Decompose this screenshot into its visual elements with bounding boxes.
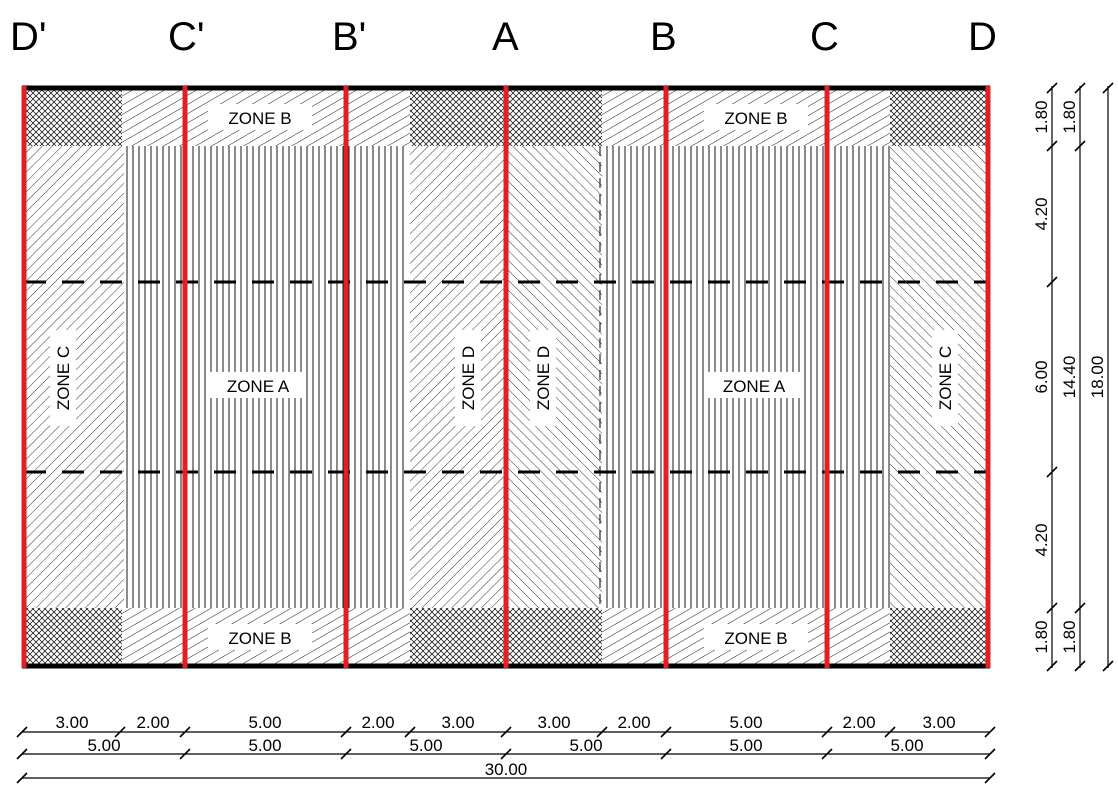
axis-label-a: A (492, 15, 519, 59)
dim-bottom-r1-7: 2.00 (617, 713, 650, 732)
dimension-tick (984, 772, 996, 784)
dimension-tick (1046, 466, 1058, 478)
dimension-tick (821, 726, 833, 738)
dimension-tick (1102, 82, 1114, 94)
dimension-tick (1074, 140, 1086, 152)
dimension-tick (179, 726, 191, 738)
dim-bottom-r1-8: 5.00 (729, 713, 762, 732)
zone-label-c-left: ZONE C (54, 346, 73, 410)
right-dimension-lines (1051, 86, 1109, 668)
dim-right-c1-1: 1.80 (1032, 100, 1051, 133)
dim-right-c1-3: 6.00 (1032, 360, 1051, 393)
dimension-tick (1102, 660, 1114, 672)
zone-label-b-top-left: ZONE B (228, 109, 291, 128)
axis-label-c: C (810, 15, 839, 59)
dimension-tick (984, 748, 996, 760)
dim-bottom-r1-5: 3.00 (441, 713, 474, 732)
dimension-tick (1074, 602, 1086, 614)
bottom-dimension-ticks (16, 726, 996, 784)
zone-label-b-bottom-right: ZONE B (724, 629, 787, 648)
dimension-tick (1046, 602, 1058, 614)
dimension-tick (984, 726, 996, 738)
dim-bottom-r1-9: 2.00 (842, 713, 875, 732)
right-dimension-ticks (1046, 82, 1114, 672)
dimension-tick (16, 748, 28, 760)
dim-bottom-r2-4: 5.00 (569, 736, 602, 755)
zone-label-d-left: ZONE D (459, 346, 478, 410)
axis-label-c-prime: C' (168, 15, 205, 59)
dimension-tick (340, 726, 352, 738)
axis-label-b: B (650, 15, 677, 59)
dimension-tick (660, 748, 672, 760)
dimension-tick (1046, 140, 1058, 152)
corner-cross-top-1 (24, 88, 122, 146)
dimension-tick (16, 726, 28, 738)
label-backgrounds (50, 104, 958, 650)
dim-right-total: 18.00 (1088, 356, 1107, 399)
zone-label-a-left: ZONE A (227, 377, 290, 396)
dim-right-c2-2: 14.40 (1060, 356, 1079, 399)
dimension-tick (1046, 660, 1058, 672)
zone-label-b-bottom-left: ZONE B (228, 629, 291, 648)
dimension-tick (179, 748, 191, 760)
dim-bottom-r1-10: 3.00 (922, 713, 955, 732)
dimension-tick (660, 726, 672, 738)
dimension-tick (1046, 276, 1058, 288)
dim-bottom-r2-1: 5.00 (87, 736, 120, 755)
dim-bottom-r2-5: 5.00 (729, 736, 762, 755)
dim-right-c1-5: 1.80 (1032, 620, 1051, 653)
dimension-tick (821, 748, 833, 760)
dim-bottom-r1-3: 5.00 (248, 713, 281, 732)
dim-bottom-r1-4: 2.00 (361, 713, 394, 732)
dim-bottom-total: 30.00 (485, 760, 528, 779)
corner-cross-bottom-3 (890, 608, 988, 666)
dim-right-c1-2: 4.20 (1032, 197, 1051, 230)
zone-label-d-right: ZONE D (534, 346, 553, 410)
dim-bottom-r1-1: 3.00 (55, 713, 88, 732)
axis-label-d: D (968, 15, 997, 59)
zone-label-c-right: ZONE C (936, 346, 955, 410)
dimension-tick (340, 748, 352, 760)
dimension-tick (1074, 82, 1086, 94)
dim-bottom-r1-6: 3.00 (537, 713, 570, 732)
dim-right-c1-4: 4.20 (1032, 523, 1051, 556)
zone-label-a-right: ZONE A (723, 377, 786, 396)
dim-right-c2-1: 1.80 (1060, 100, 1079, 133)
corner-cross-top-3 (890, 88, 988, 146)
dimension-tick (500, 748, 512, 760)
dimension-tick (596, 726, 608, 738)
axis-label-d-prime: D' (10, 15, 47, 59)
dimension-tick (1074, 660, 1086, 672)
dim-bottom-r2-2: 5.00 (248, 736, 281, 755)
dimension-tick (884, 726, 896, 738)
dimension-tick (16, 772, 28, 784)
dimension-tick (114, 726, 126, 738)
dimension-tick (404, 726, 416, 738)
dim-bottom-r1-2: 2.00 (136, 713, 169, 732)
axis-lines (21, 86, 991, 668)
dim-right-c2-3: 1.80 (1060, 620, 1079, 653)
dimension-tick (500, 726, 512, 738)
corner-cross-bottom-1 (24, 608, 122, 666)
axis-label-b-prime: B' (332, 15, 366, 59)
zone-label-b-top-right: ZONE B (724, 109, 787, 128)
dim-bottom-r2-3: 5.00 (409, 736, 442, 755)
dimension-tick (1046, 82, 1058, 94)
dim-bottom-r2-6: 5.00 (890, 736, 923, 755)
